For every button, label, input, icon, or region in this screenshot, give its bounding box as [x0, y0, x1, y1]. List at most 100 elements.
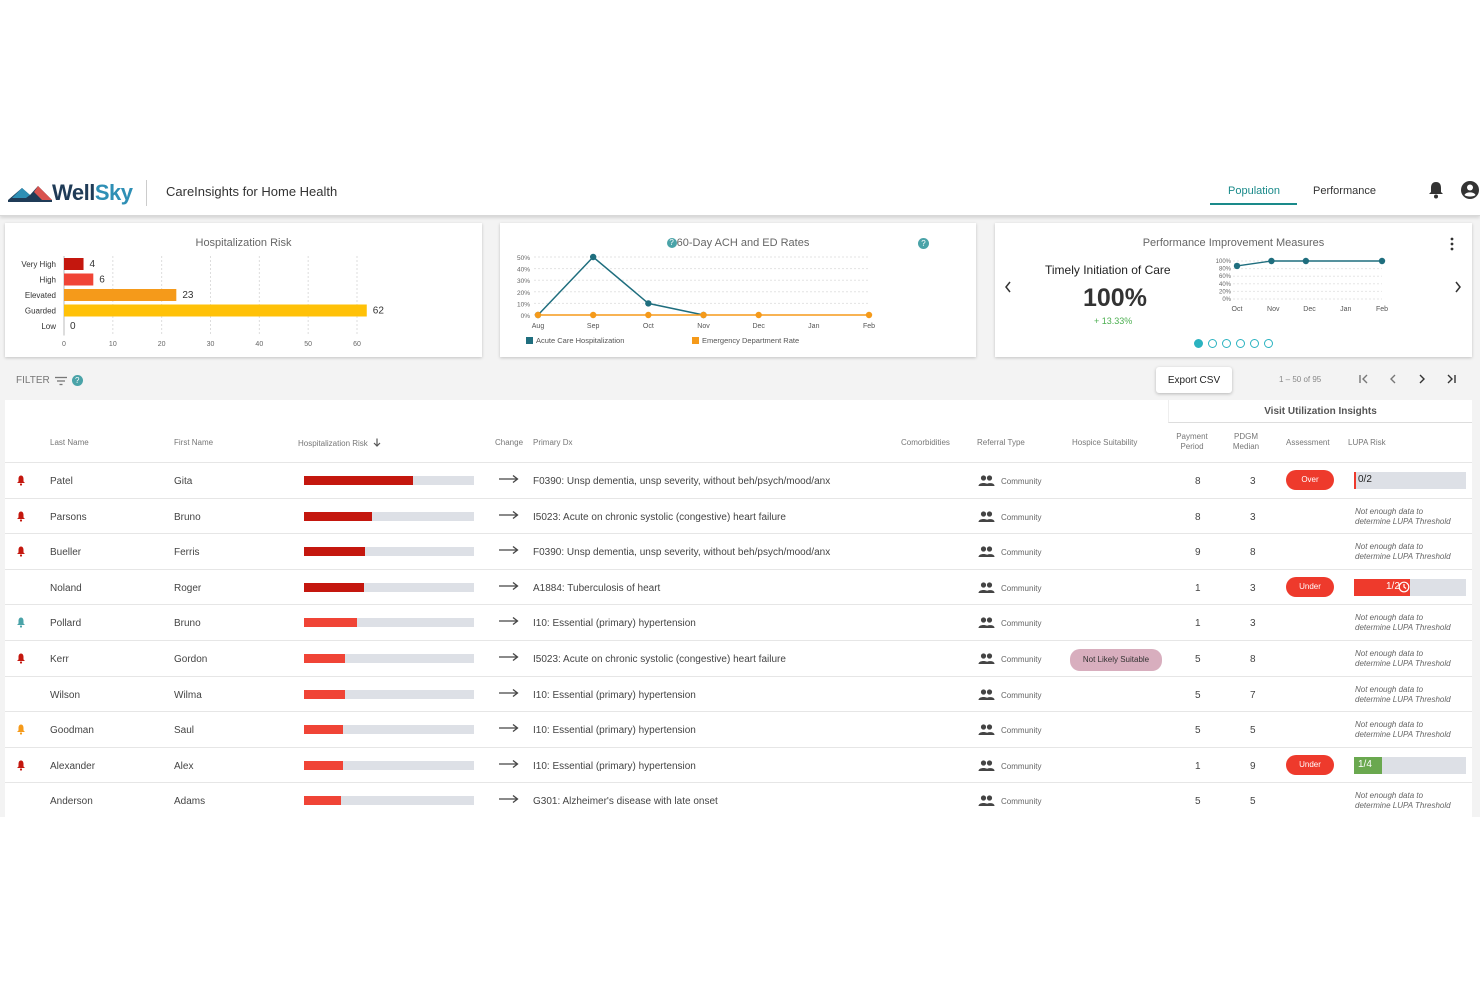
- col-pdgm-label: PDGM: [1234, 432, 1258, 441]
- lupa-risk-fill: [1354, 578, 1410, 596]
- previous-page-icon[interactable]: [1386, 372, 1400, 386]
- x-tick-label: 40: [255, 341, 263, 348]
- table-row[interactable]: Noland Roger A1884: Tuberculosis of heart C…: [5, 568, 1472, 605]
- carousel-dot[interactable]: [1264, 339, 1273, 348]
- lupa-risk-fill: [1354, 472, 1357, 489]
- col-hospice-suitability[interactable]: Hospice Suitability: [1072, 438, 1138, 447]
- lupa-risk-bar: 0/2: [1354, 472, 1466, 489]
- lupa-note-line-1: Not enough data to: [1355, 613, 1424, 623]
- lupa-note-line-1: Not enough data to: [1355, 649, 1424, 658]
- table-row[interactable]: Pollard Bruno I10: Essential (primary) hyp…: [5, 604, 1472, 640]
- legend-label: Emergency Department Rate: [702, 336, 799, 345]
- logo-text: WellSky: [52, 180, 133, 205]
- table-row[interactable]: Bueller Ferris F0390: Unsp dementia, unsp …: [5, 533, 1472, 569]
- col-last-name[interactable]: Last Name: [50, 438, 89, 447]
- pdgm-median-cell: 8: [1250, 547, 1256, 559]
- col-change[interactable]: Change: [495, 438, 524, 447]
- help-icon[interactable]: ?: [666, 238, 677, 248]
- first-name-cell: Saul: [174, 725, 195, 737]
- measure-change: + 13.33%: [1094, 316, 1133, 326]
- bell-icon[interactable]: [1426, 180, 1446, 200]
- pdgm-median-cell: 3: [1250, 618, 1256, 630]
- app-title: CareInsights for Home Health: [166, 184, 338, 199]
- category-label: Guarded: [25, 307, 56, 316]
- col-assessment[interactable]: Assessment: [1286, 438, 1330, 447]
- col-comorbidities[interactable]: Comorbidities: [901, 438, 950, 447]
- carousel-dot[interactable]: [1208, 339, 1217, 348]
- performance-measures-card: Performance Improvement Measures Timely …: [995, 223, 1472, 357]
- y-tick-label: 80%: [1219, 267, 1232, 273]
- performance-measure-chart: 100% 80%60% 40%20% 0%Oct Nov Dec Jan Feb: [1216, 257, 1388, 313]
- export-csv-button[interactable]: Export CSV: [1156, 367, 1232, 393]
- pdgm-median-cell: 3: [1250, 511, 1256, 523]
- assessment-badge[interactable]: Under: [1286, 754, 1334, 775]
- last-name-cell: Anderson: [50, 796, 93, 808]
- alert-bell-icon: [17, 546, 25, 557]
- col-pdgm-median[interactable]: PDGM Median: [1229, 432, 1263, 452]
- referral-type-cell: Community: [1001, 655, 1042, 664]
- last-page-icon[interactable]: [1444, 372, 1458, 386]
- lupa-risk-note: Not enough data to determine LUPA Thresho…: [1355, 720, 1451, 740]
- lupa-note-line-1: Not enough data to: [1355, 684, 1424, 694]
- clock-icon: [1398, 581, 1410, 593]
- pdgm-median-cell: 7: [1250, 689, 1256, 701]
- filter-control[interactable]: FILTER ?: [16, 375, 83, 386]
- bar: [64, 304, 367, 317]
- pdgm-median-cell: 8: [1250, 654, 1256, 665]
- table-row[interactable]: Wilson Wilma I10: Essential (primary) hype…: [5, 675, 1472, 712]
- filter-icon[interactable]: [54, 376, 68, 386]
- referral-type-cell: Community: [1001, 619, 1042, 629]
- filter-help-icon[interactable]: ?: [71, 375, 83, 386]
- x-tick-label: Feb: [1376, 306, 1388, 313]
- table-row[interactable]: Anderson Adams G301: Alzheimer's disease w…: [5, 782, 1472, 817]
- tab-performance[interactable]: Performance: [1313, 185, 1376, 197]
- payment-period-cell: 5: [1195, 796, 1201, 808]
- table-row[interactable]: Patel Gita F0390: Unsp dementia, unsp seve…: [5, 462, 1472, 498]
- chevron-left-icon[interactable]: [1003, 280, 1013, 294]
- table-row[interactable]: Parsons Bruno I5023: Acute on chronic syst…: [5, 497, 1472, 534]
- col-median-label: Median: [1232, 442, 1260, 451]
- help-icon[interactable]: ?: [918, 238, 929, 249]
- arrow-right-icon: [499, 617, 519, 626]
- col-lupa-risk[interactable]: LUPA Risk: [1348, 438, 1386, 447]
- table-row[interactable]: Alexander Alex I10: Essential (primary) hy…: [5, 746, 1472, 783]
- assessment-badge[interactable]: Over: [1286, 470, 1334, 490]
- carousel-dot[interactable]: [1236, 339, 1245, 348]
- assessment-badge[interactable]: Under: [1286, 576, 1334, 597]
- lupa-note-line-2: determine LUPA Threshold: [1355, 730, 1451, 740]
- col-referral-type[interactable]: Referral Type: [977, 438, 1025, 447]
- people-icon: [978, 510, 995, 522]
- first-name-cell: Ferris: [174, 547, 200, 559]
- carousel-dot[interactable]: [1250, 339, 1259, 348]
- col-hospitalization-risk[interactable]: Hospitalization Risk: [298, 438, 381, 449]
- more-options-icon[interactable]: [1447, 237, 1457, 251]
- next-page-icon[interactable]: [1415, 372, 1429, 386]
- alert-bell-icon: [17, 511, 25, 522]
- header-divider: [146, 180, 147, 206]
- chevron-right-icon[interactable]: [1453, 280, 1463, 294]
- x-tick-label: 0: [62, 341, 66, 348]
- referral-type-cell: Community: [1001, 477, 1042, 486]
- table-row[interactable]: Kerr Gordon I5023: Acute on chronic systol…: [5, 640, 1472, 676]
- lupa-risk-note: Not enough data to determine LUPA Thresho…: [1355, 507, 1451, 527]
- tab-population[interactable]: Population: [1228, 185, 1280, 197]
- first-page-icon[interactable]: [1357, 372, 1371, 386]
- col-primary-dx[interactable]: Primary Dx: [533, 438, 573, 447]
- arrow-right-icon: [499, 510, 519, 519]
- payment-period-cell: 9: [1195, 547, 1201, 559]
- col-payment-period[interactable]: Payment Period: [1173, 432, 1211, 452]
- first-name-cell: Bruno: [174, 618, 201, 630]
- hospitalization-risk-bar: [304, 582, 474, 592]
- lupa-risk-note: Not enough data to determine LUPA Thresho…: [1355, 542, 1451, 562]
- x-tick-label: Sep: [587, 323, 600, 330]
- carousel-dot[interactable]: [1194, 339, 1203, 348]
- ach-ed-chart: 50% 40% 30% 20% 10% 0%Aug Sep Oct Nov Dec Jan Feb Ac…: [517, 253, 875, 345]
- last-name-cell: Goodman: [50, 725, 94, 737]
- data-point: [755, 311, 762, 319]
- table-row[interactable]: Goodman Saul I10: Essential (primary) hype…: [5, 711, 1472, 747]
- carousel-dot[interactable]: [1222, 339, 1231, 348]
- hospitalization-risk-fill: [304, 476, 413, 485]
- col-first-name[interactable]: First Name: [174, 438, 214, 447]
- sort-down-icon[interactable]: [373, 438, 381, 447]
- account-icon[interactable]: [1460, 180, 1480, 200]
